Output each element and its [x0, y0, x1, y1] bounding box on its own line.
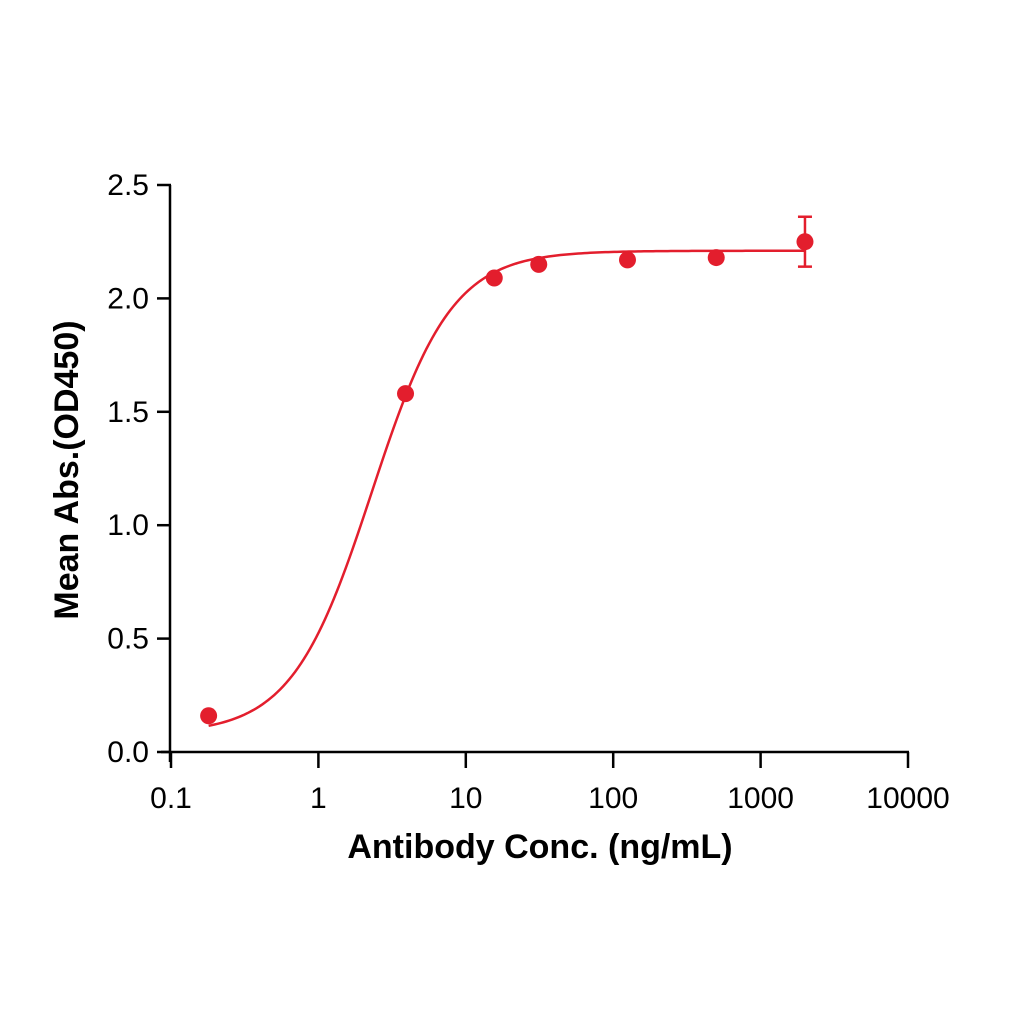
fit-curve — [208, 249, 805, 728]
data-point — [618, 251, 636, 269]
x-tick-label: 1000 — [727, 782, 794, 815]
data-point — [707, 249, 725, 267]
data-point — [397, 385, 415, 403]
data-point — [485, 269, 503, 287]
axes: 0.0 0.5 1.0 1.5 2.0 2.5 0.1 1 10 100 1000 10000 — [107, 169, 949, 815]
x-tick-label: 10 — [449, 782, 482, 815]
data-point — [530, 255, 548, 273]
y-tick-label: 2.0 — [107, 282, 149, 315]
x-tick-label: 0.1 — [150, 782, 192, 815]
x-axis-title: Antibody Conc. (ng/mL) — [347, 828, 732, 866]
data-point — [200, 707, 218, 725]
x-tick-label: 10000 — [866, 782, 949, 815]
y-tick-label: 1.5 — [107, 396, 149, 429]
x-tick-label: 1 — [310, 782, 327, 815]
data-points — [200, 215, 814, 725]
y-tick-label: 1.0 — [107, 509, 149, 542]
y-axis-title: Mean Abs.(OD450) — [48, 320, 86, 619]
fit-curve-path — [208, 249, 805, 728]
y-tick-label: 2.5 — [107, 169, 149, 202]
y-tick-label: 0.5 — [107, 623, 149, 656]
data-point — [796, 233, 814, 251]
x-tick-label: 100 — [588, 782, 638, 815]
y-tick-label: 0.0 — [107, 736, 149, 769]
